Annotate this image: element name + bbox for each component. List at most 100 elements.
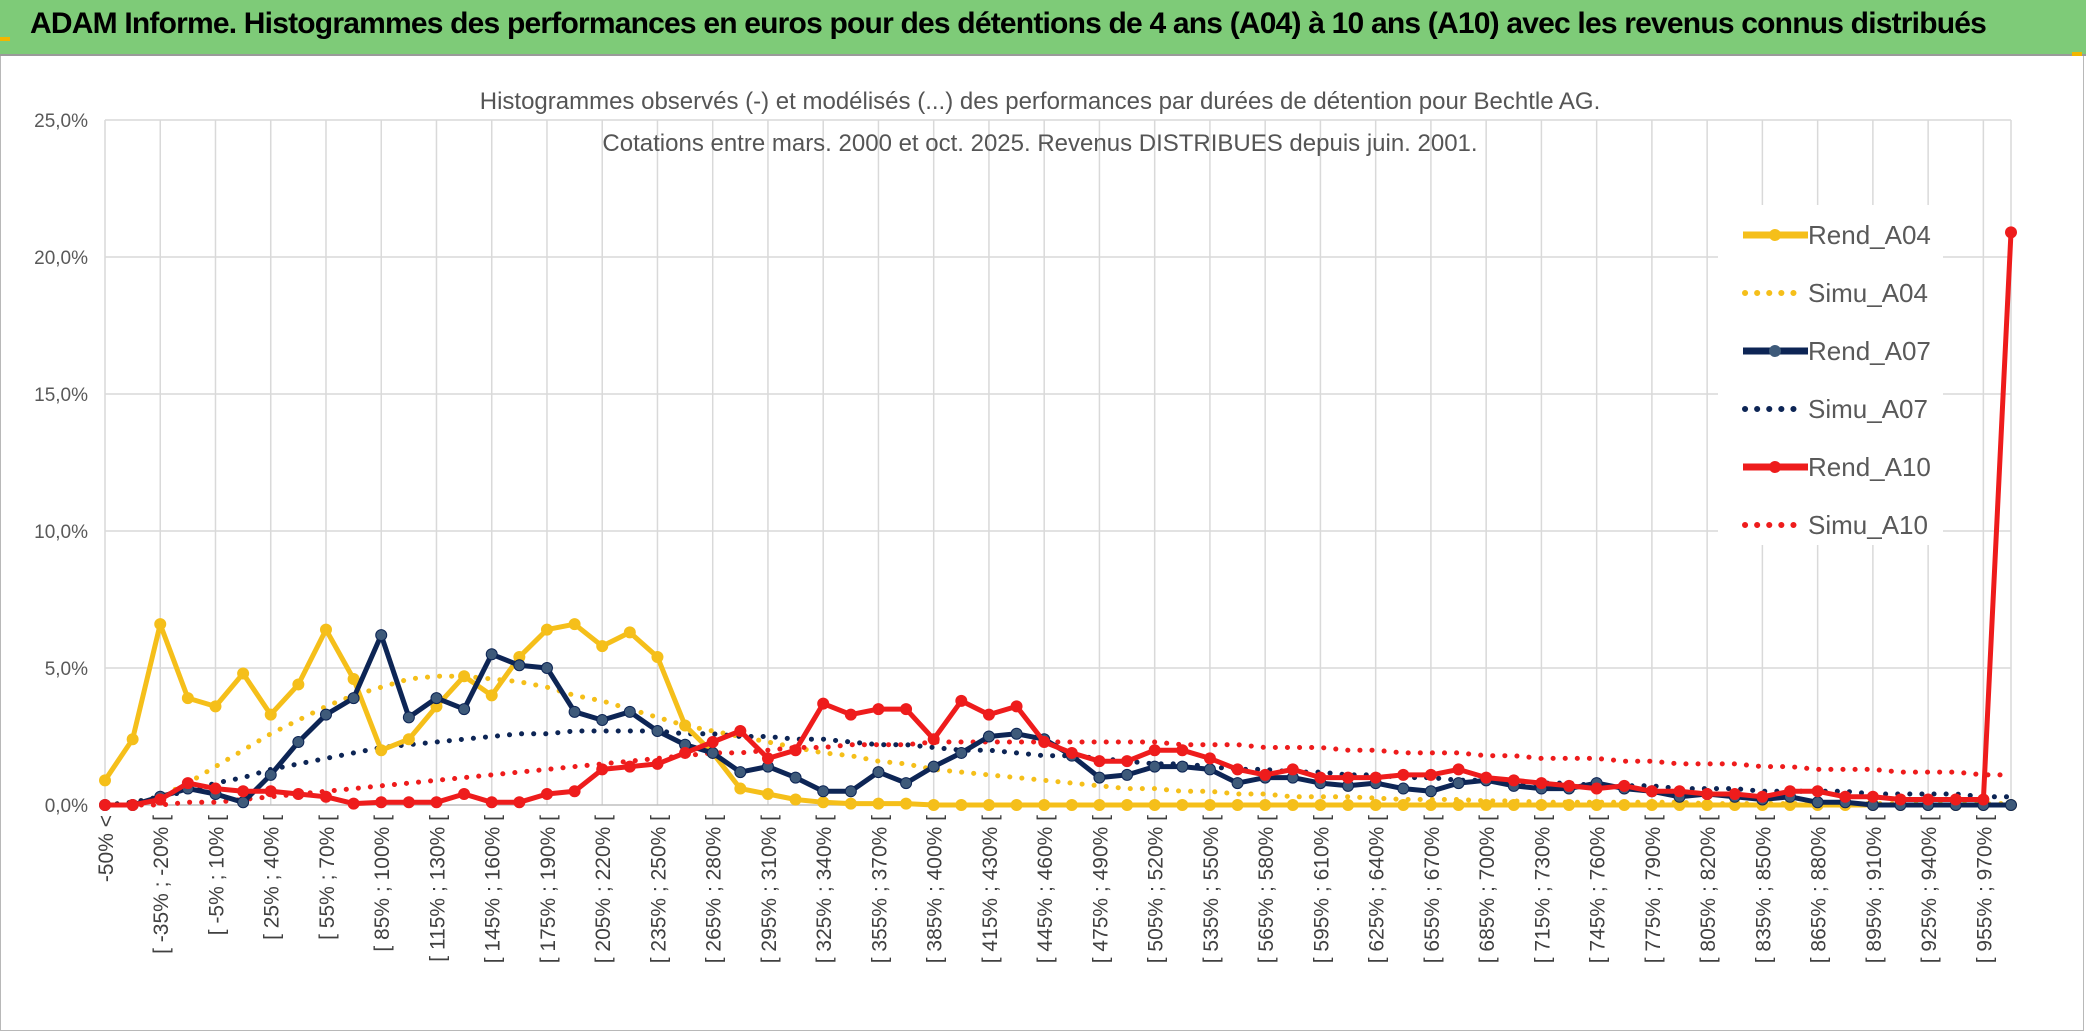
data-point (1314, 799, 1327, 811)
x-tick-label: [ 895% ; 910% [ (1863, 815, 1886, 963)
y-axis-ticks: 0,0% 5,0% 10,0% 15,0% 20,0% 25,0% (34, 111, 88, 817)
data-point (1314, 771, 1327, 784)
data-point (485, 796, 498, 809)
data-point (264, 708, 277, 721)
x-tick-label: [ 415% ; 430% [ (979, 815, 1002, 963)
x-tick-label: [ 745% ; 760% [ (1587, 815, 1610, 963)
data-point (126, 733, 139, 746)
data-point (789, 771, 802, 784)
data-point (513, 659, 526, 672)
data-point (1176, 744, 1189, 757)
data-point (1121, 768, 1134, 781)
data-point (596, 714, 609, 727)
data-point (126, 799, 139, 811)
data-point (1811, 796, 1824, 809)
data-point (1618, 779, 1631, 792)
x-tick-label: [ 445% ; 460% [ (1034, 815, 1057, 963)
x-tick-label: [ 505% ; 520% [ (1145, 815, 1168, 963)
data-point (1507, 774, 1520, 787)
legend-marker (1769, 229, 1781, 241)
data-point (347, 797, 360, 810)
data-point (1038, 799, 1051, 811)
data-point (1756, 790, 1769, 803)
data-point (1424, 799, 1437, 811)
title-banner: ADAM Informe. Histogrammes des performan… (0, 0, 2086, 56)
data-point (458, 703, 471, 716)
data-point (485, 648, 498, 661)
data-point (1784, 785, 1797, 798)
x-tick-label: [ 25% ; 40% [ (261, 815, 284, 940)
data-point (402, 796, 415, 809)
x-tick-label: [ 295% ; 310% [ (758, 815, 781, 963)
x-tick-label: [ 265% ; 280% [ (703, 815, 726, 963)
data-point (1977, 793, 1990, 806)
data-point (1148, 760, 1161, 773)
y-tick-label: 15,0% (34, 385, 88, 406)
data-point (1894, 793, 1907, 806)
data-point (485, 689, 498, 702)
data-point (237, 785, 250, 798)
x-tick-label: -50% < (95, 815, 118, 882)
data-point (1507, 799, 1520, 811)
x-tick-label: [ 115% ; 130% [ (426, 815, 449, 962)
legend-item-rend-a04: Rend_A04 (1743, 220, 1931, 250)
x-tick-label: [ 85% ; 100% [ (371, 815, 394, 952)
x-tick-label: [ 595% ; 610% [ (1310, 815, 1333, 963)
data-point (789, 793, 802, 806)
data-point (596, 763, 609, 776)
series-line (102, 728, 2014, 808)
data-point (1259, 768, 1272, 781)
x-tick-label: [ 205% ; 220% [ (592, 815, 615, 963)
data-point (1010, 727, 1023, 740)
data-point (651, 757, 664, 770)
data-point (1369, 799, 1382, 811)
data-point (761, 788, 774, 801)
data-point (264, 768, 277, 781)
data-point (817, 796, 830, 809)
data-point (209, 700, 222, 713)
x-tick-label: [ 355% ; 370% [ (868, 815, 891, 963)
data-point (679, 719, 692, 732)
legend-item-rend-a07: Rend_A07 (1743, 336, 1931, 366)
data-point (1811, 785, 1824, 798)
data-point (292, 678, 305, 691)
data-point (982, 730, 995, 743)
data-point (1010, 799, 1023, 811)
y-tick-label: 25,0% (34, 111, 88, 132)
chart-titles: Histogrammes observés (-) et modélisés (… (480, 88, 1601, 157)
data-point (568, 705, 581, 718)
data-point (292, 788, 305, 801)
data-point (1645, 799, 1658, 811)
data-point (927, 760, 940, 773)
data-point (347, 692, 360, 705)
data-point (982, 708, 995, 721)
x-tick-label: [ 535% ; 550% [ (1200, 815, 1223, 963)
data-point (1535, 777, 1548, 790)
data-point (623, 626, 636, 639)
data-point (734, 725, 747, 738)
corner-accent-right (2072, 52, 2082, 56)
data-point (1563, 779, 1576, 792)
data-point (1038, 735, 1051, 748)
data-point (1093, 755, 1106, 768)
series-simu-a07 (102, 728, 2014, 808)
data-point (844, 797, 857, 810)
data-point (154, 793, 167, 806)
x-tick-label: [ 685% ; 700% [ (1476, 815, 1499, 963)
x-tick-label: [ 715% ; 730% [ (1531, 815, 1554, 963)
x-tick-label: [ 325% ; 340% [ (813, 815, 836, 963)
data-point (458, 788, 471, 801)
data-point (1480, 799, 1493, 811)
legend-item-simu-a10: Simu_A10 (1742, 510, 1928, 540)
data-point (706, 746, 719, 759)
y-tick-label: 20,0% (34, 248, 88, 269)
banner-title: ADAM Informe. Histogrammes des performan… (30, 7, 1987, 40)
data-point (264, 785, 277, 798)
data-point (844, 708, 857, 721)
data-point (1452, 777, 1465, 790)
data-point (540, 623, 553, 636)
x-tick-label: [ 625% ; 640% [ (1366, 815, 1389, 963)
data-point (319, 790, 332, 803)
series-line (102, 739, 2014, 808)
data-point (1480, 771, 1493, 784)
